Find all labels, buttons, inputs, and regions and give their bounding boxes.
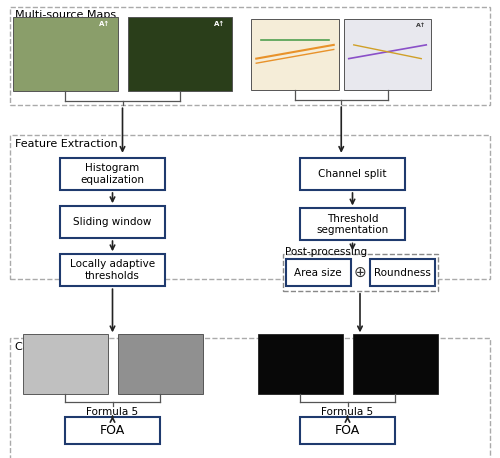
Text: $\oplus$: $\oplus$ [354,265,366,280]
Text: Multi-source Maps: Multi-source Maps [15,10,116,20]
FancyBboxPatch shape [10,135,490,279]
FancyBboxPatch shape [352,334,438,394]
FancyBboxPatch shape [22,334,107,394]
Text: Locally adaptive
thresholds: Locally adaptive thresholds [70,259,155,281]
FancyBboxPatch shape [10,7,490,105]
Text: Formula 5: Formula 5 [86,407,139,417]
FancyBboxPatch shape [60,206,165,238]
FancyBboxPatch shape [258,334,342,394]
Text: A↑: A↑ [416,23,426,28]
FancyBboxPatch shape [286,259,350,286]
FancyBboxPatch shape [128,17,232,91]
FancyBboxPatch shape [10,338,490,458]
Text: Roundness: Roundness [374,267,430,278]
FancyBboxPatch shape [60,158,165,190]
Text: Threshold
segmentation: Threshold segmentation [316,213,388,235]
FancyBboxPatch shape [118,334,202,394]
Text: A↑: A↑ [214,21,226,27]
FancyBboxPatch shape [65,417,160,444]
FancyBboxPatch shape [282,254,438,291]
FancyBboxPatch shape [300,208,405,240]
Text: Sliding window: Sliding window [74,217,152,227]
Text: FOA: FOA [335,424,360,437]
Text: Feature Extraction: Feature Extraction [15,139,118,149]
Text: Formula 5: Formula 5 [322,407,374,417]
Text: Area size: Area size [294,267,342,278]
FancyBboxPatch shape [300,158,405,190]
Text: A↑: A↑ [100,21,110,27]
Text: Channel split: Channel split [318,169,387,179]
Text: FOA: FOA [100,424,125,437]
FancyBboxPatch shape [300,417,395,444]
Text: Post-processing: Post-processing [285,247,367,257]
FancyBboxPatch shape [344,18,431,90]
FancyBboxPatch shape [12,17,118,91]
Text: Histogram
equalization: Histogram equalization [80,163,144,185]
Text: Calculate FOA: Calculate FOA [15,342,93,352]
FancyBboxPatch shape [251,18,339,90]
FancyBboxPatch shape [60,254,165,286]
FancyBboxPatch shape [370,259,434,286]
